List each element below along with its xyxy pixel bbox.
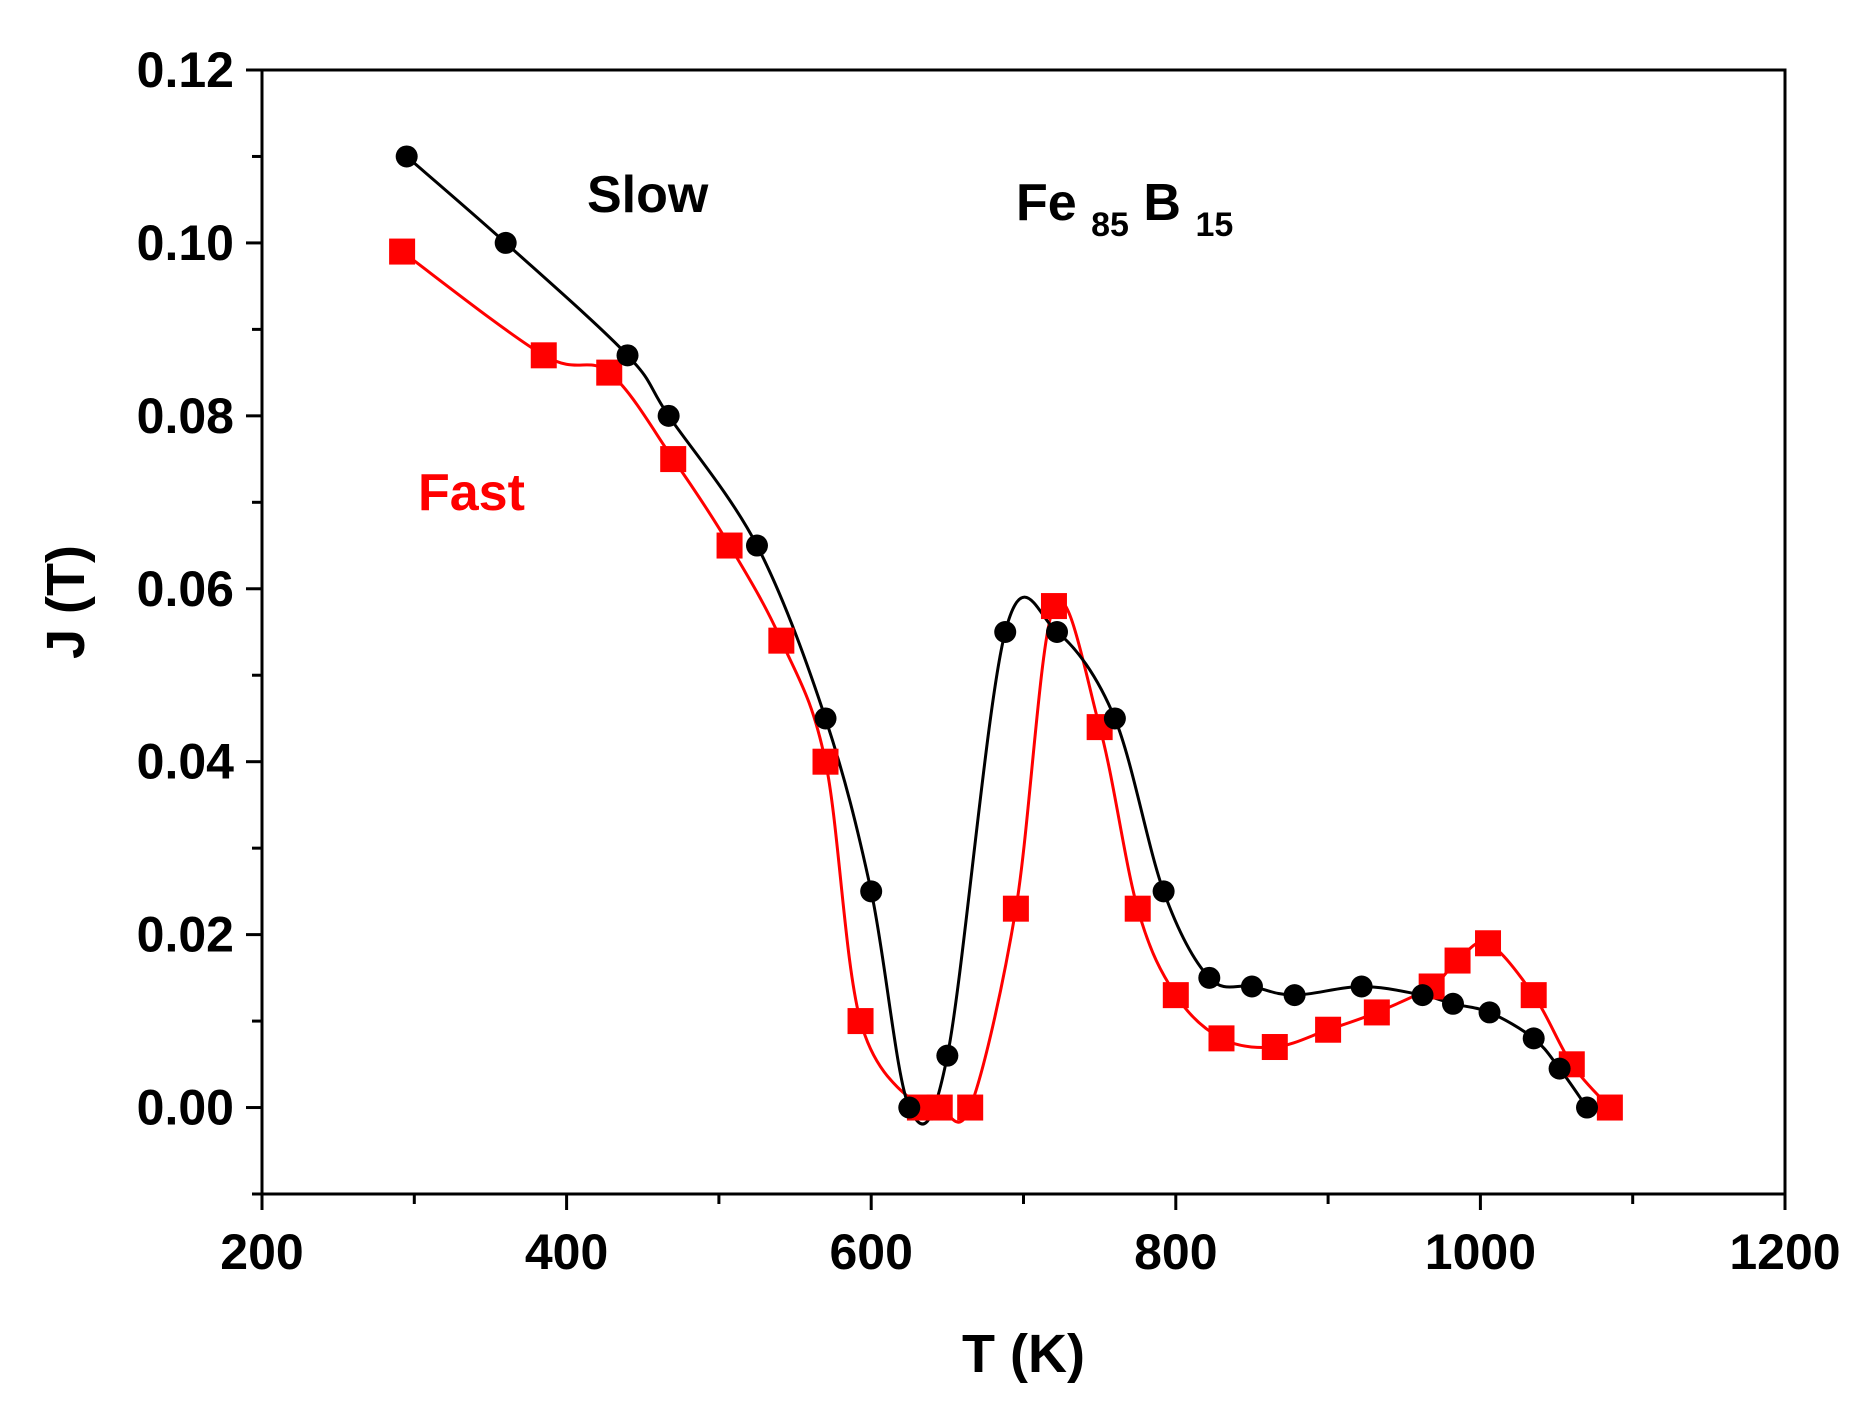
data-point-fast (1124, 895, 1151, 922)
data-point-fast (1208, 1025, 1235, 1052)
data-point-slow (395, 145, 418, 168)
data-point-fast (660, 446, 687, 473)
y-tick-label: 0.02 (137, 907, 234, 963)
data-point-fast (1444, 947, 1471, 974)
data-point-slow (994, 621, 1017, 643)
y-tick-label: 0.04 (137, 734, 235, 790)
x-tick-label: 1200 (1729, 1224, 1840, 1280)
y-tick-label: 0.08 (137, 388, 234, 444)
data-point-slow (1441, 992, 1464, 1015)
data-point-fast (1315, 1016, 1342, 1043)
y-tick-label: 0.10 (137, 215, 234, 271)
formula-fe-subscript: 85 (1091, 206, 1129, 244)
y-tick-label: 0.06 (137, 561, 234, 617)
data-point-fast (1002, 895, 1029, 922)
data-point-fast (596, 359, 623, 386)
data-point-fast (1261, 1034, 1288, 1061)
data-point-slow (1548, 1057, 1571, 1080)
data-point-slow (1152, 880, 1175, 903)
data-point-slow (494, 231, 517, 254)
x-tick-labels: 200 400 600 800 1000 1200 (220, 1224, 1840, 1280)
y-axis-title: J (T) (36, 545, 96, 659)
data-point-slow (860, 880, 883, 903)
data-point-fast (957, 1094, 984, 1121)
data-point-fast (1475, 930, 1502, 957)
axis-ticks (246, 68, 1787, 1210)
series-markers (389, 145, 1623, 1121)
data-point-fast (812, 748, 839, 775)
data-point-slow (1046, 621, 1069, 643)
data-point-fast (389, 238, 416, 265)
data-point-fast (530, 342, 557, 369)
data-point-fast (1596, 1094, 1623, 1121)
data-point-slow (814, 707, 837, 730)
data-point-fast (716, 532, 743, 559)
data-point-slow (1198, 966, 1221, 989)
data-point-fast (1162, 982, 1189, 1009)
data-point-slow (936, 1044, 959, 1067)
annotation-compound-formula: Fe 85 B 15 (1016, 174, 1233, 248)
x-tick-label: 200 (220, 1224, 303, 1280)
data-point-fast (1040, 593, 1067, 620)
data-point-slow (1283, 984, 1306, 1007)
y-tick-labels: 0.00 0.02 0.04 0.06 0.08 0.10 0.12 (137, 42, 235, 1136)
series-line-slow (405, 155, 1589, 1126)
data-point-fast (1363, 999, 1390, 1026)
plot-area (260, 68, 1787, 1196)
annotation-slow: Slow (587, 166, 709, 224)
data-point-slow (898, 1096, 921, 1119)
data-point-slow (1240, 975, 1263, 998)
formula-b: B (1143, 174, 1181, 232)
data-point-slow (616, 344, 639, 367)
x-tick-label: 800 (1134, 1224, 1217, 1280)
formula-b-subscript: 15 (1195, 206, 1233, 244)
data-point-slow (1350, 975, 1373, 998)
x-tick-label: 400 (525, 1224, 608, 1280)
data-point-slow (745, 534, 768, 557)
y-tick-label: 0.00 (137, 1080, 234, 1136)
data-point-slow (1411, 984, 1434, 1007)
data-point-fast (1520, 982, 1547, 1009)
annotation-fast: Fast (418, 464, 525, 522)
x-tick-label: 1000 (1425, 1224, 1536, 1280)
data-point-slow (1522, 1027, 1545, 1050)
data-point-slow (1576, 1096, 1599, 1119)
y-tick-label: 0.12 (137, 42, 234, 98)
data-point-fast (926, 1094, 953, 1121)
data-point-slow (657, 404, 680, 427)
x-tick-label: 600 (829, 1224, 912, 1280)
data-point-slow (1103, 707, 1126, 730)
data-point-fast (768, 627, 795, 654)
formula-fe: Fe (1016, 174, 1077, 232)
x-axis-title: T (K) (962, 1324, 1085, 1384)
data-point-slow (1478, 1001, 1501, 1024)
data-point-fast (847, 1008, 874, 1035)
